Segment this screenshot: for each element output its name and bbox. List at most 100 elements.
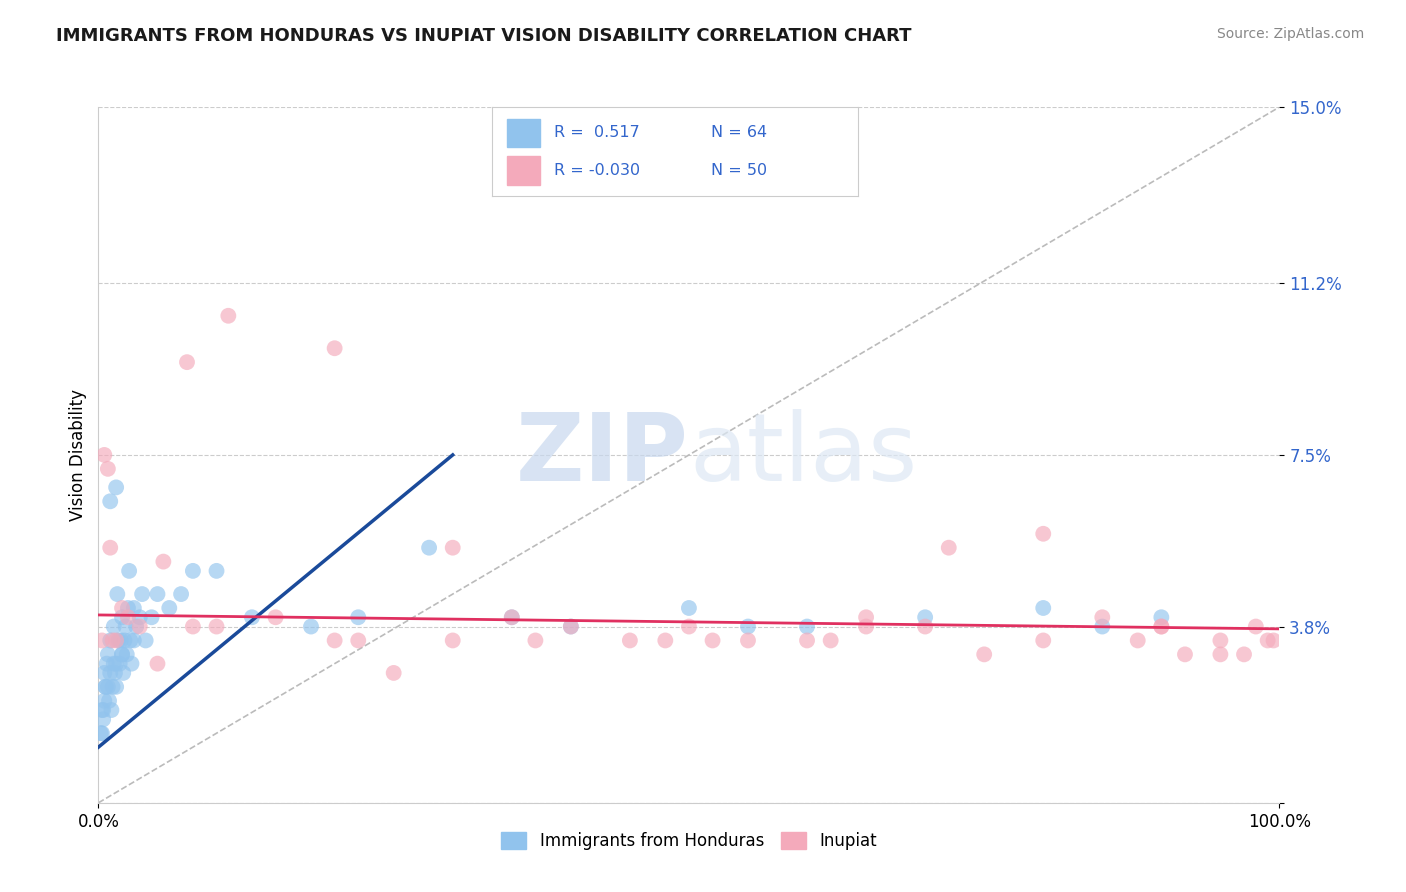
Point [501,610,523,624]
Point [101,680,124,694]
Point [121,657,143,671]
Point [441,541,464,555]
Text: atlas: atlas [689,409,917,501]
Point [205,564,228,578]
Point [973,648,995,662]
Point [181,564,204,578]
Point [98,665,121,680]
Point [97,648,120,662]
Point [855,610,877,624]
Point [1032,601,1054,615]
Point [560,619,582,633]
Legend: Immigrants from Honduras, Inupiat: Immigrants from Honduras, Inupiat [495,826,883,857]
Point [128,619,150,633]
Point [122,601,145,615]
Point [97,680,120,694]
Point [347,633,370,648]
Point [678,619,700,633]
Point [1126,633,1149,648]
Point [323,341,346,355]
Point [240,610,263,624]
Point [128,610,150,624]
Point [737,633,759,648]
Point [94,680,117,694]
Point [125,619,148,633]
Point [98,541,121,555]
Point [135,633,157,648]
Point [103,657,125,671]
Point [146,587,169,601]
Point [115,648,138,662]
Point [91,633,114,648]
Point [100,703,122,717]
Point [855,619,877,633]
Point [619,633,641,648]
Point [91,712,114,726]
Point [111,648,134,662]
Point [105,633,128,648]
Point [107,633,129,648]
Point [1150,619,1173,633]
Point [1244,619,1267,633]
Point [217,309,239,323]
Point [1150,619,1173,633]
Point [105,680,128,694]
Point [101,633,124,648]
Point [90,726,112,740]
Point [382,665,405,680]
Point [146,657,169,671]
Point [524,633,547,648]
Point [105,587,128,601]
Point [938,541,960,555]
Bar [506,156,540,185]
Text: R =  0.517: R = 0.517 [554,125,640,139]
Point [796,619,818,633]
Point [122,633,145,648]
Point [1091,610,1114,624]
Point [205,619,228,633]
Point [91,703,114,717]
Point [98,694,121,708]
Point [1257,633,1279,648]
Point [1233,648,1256,662]
Point [914,610,936,624]
Y-axis label: Vision Disability: Vision Disability [69,389,87,521]
Point [323,633,346,648]
Point [678,601,700,615]
Point [441,633,464,648]
Point [91,726,114,740]
Point [103,619,125,633]
Point [112,665,135,680]
Point [1032,526,1054,541]
Text: IMMIGRANTS FROM HONDURAS VS INUPIAT VISION DISABILITY CORRELATION CHART: IMMIGRANTS FROM HONDURAS VS INUPIAT VISI… [56,27,911,45]
Point [560,619,582,633]
Point [501,610,523,624]
Point [170,587,193,601]
Point [96,657,118,671]
Point [94,680,117,694]
Point [111,601,134,615]
Point [111,610,134,624]
Point [93,694,115,708]
Point [176,355,198,369]
Point [114,619,136,633]
Point [117,610,139,624]
Point [105,480,128,494]
Point [418,541,440,555]
Point [120,633,142,648]
Point [1263,633,1285,648]
Point [347,610,370,624]
Point [117,601,139,615]
Point [93,448,115,462]
Point [1209,633,1232,648]
Point [157,601,180,615]
Point [97,462,120,476]
Point [111,648,134,662]
Point [1209,648,1232,662]
Point [91,703,114,717]
Point [264,610,287,624]
Point [112,633,135,648]
Point [110,633,132,648]
Point [181,619,204,633]
Bar [506,119,540,147]
